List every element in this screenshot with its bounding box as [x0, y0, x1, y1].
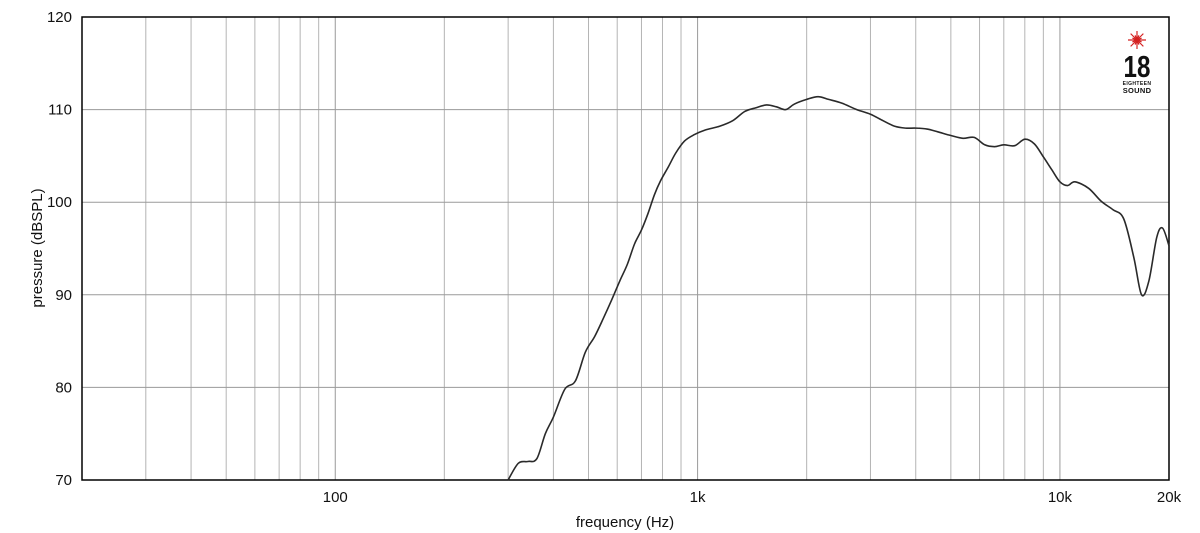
star-icon	[1128, 31, 1146, 49]
y-tick-label: 100	[47, 194, 72, 211]
brand-logo: 18 EIGHTEEN SOUND	[1123, 31, 1152, 95]
x-tick-label: 10k	[1048, 489, 1073, 506]
y-tick-label: 70	[55, 472, 72, 489]
x-tick-label: 100	[323, 489, 348, 506]
x-tick-label: 1k	[690, 489, 706, 506]
y-tick-label: 110	[48, 102, 72, 119]
y-axis-title: pressure (dBSPL)	[29, 188, 46, 307]
y-tick-label: 80	[55, 379, 72, 396]
logo-word: SOUND	[1123, 86, 1152, 95]
response-curve	[507, 95, 1170, 481]
x-tick-label: 20k	[1157, 489, 1182, 506]
plot-frame	[81, 16, 1170, 481]
y-tick-labels: 70 80 90 100 110 120	[47, 9, 72, 489]
y-tick-label: 90	[55, 287, 72, 304]
y-tick-label: 120	[47, 9, 72, 26]
x-axis-title: frequency (Hz)	[576, 514, 674, 531]
logo-tagline: EIGHTEEN	[1123, 81, 1152, 87]
grid	[82, 17, 1169, 480]
x-tick-labels: 100 1k 10k 20k	[323, 489, 1182, 506]
logo-number: 18	[1124, 49, 1151, 84]
star-center	[1134, 37, 1140, 43]
